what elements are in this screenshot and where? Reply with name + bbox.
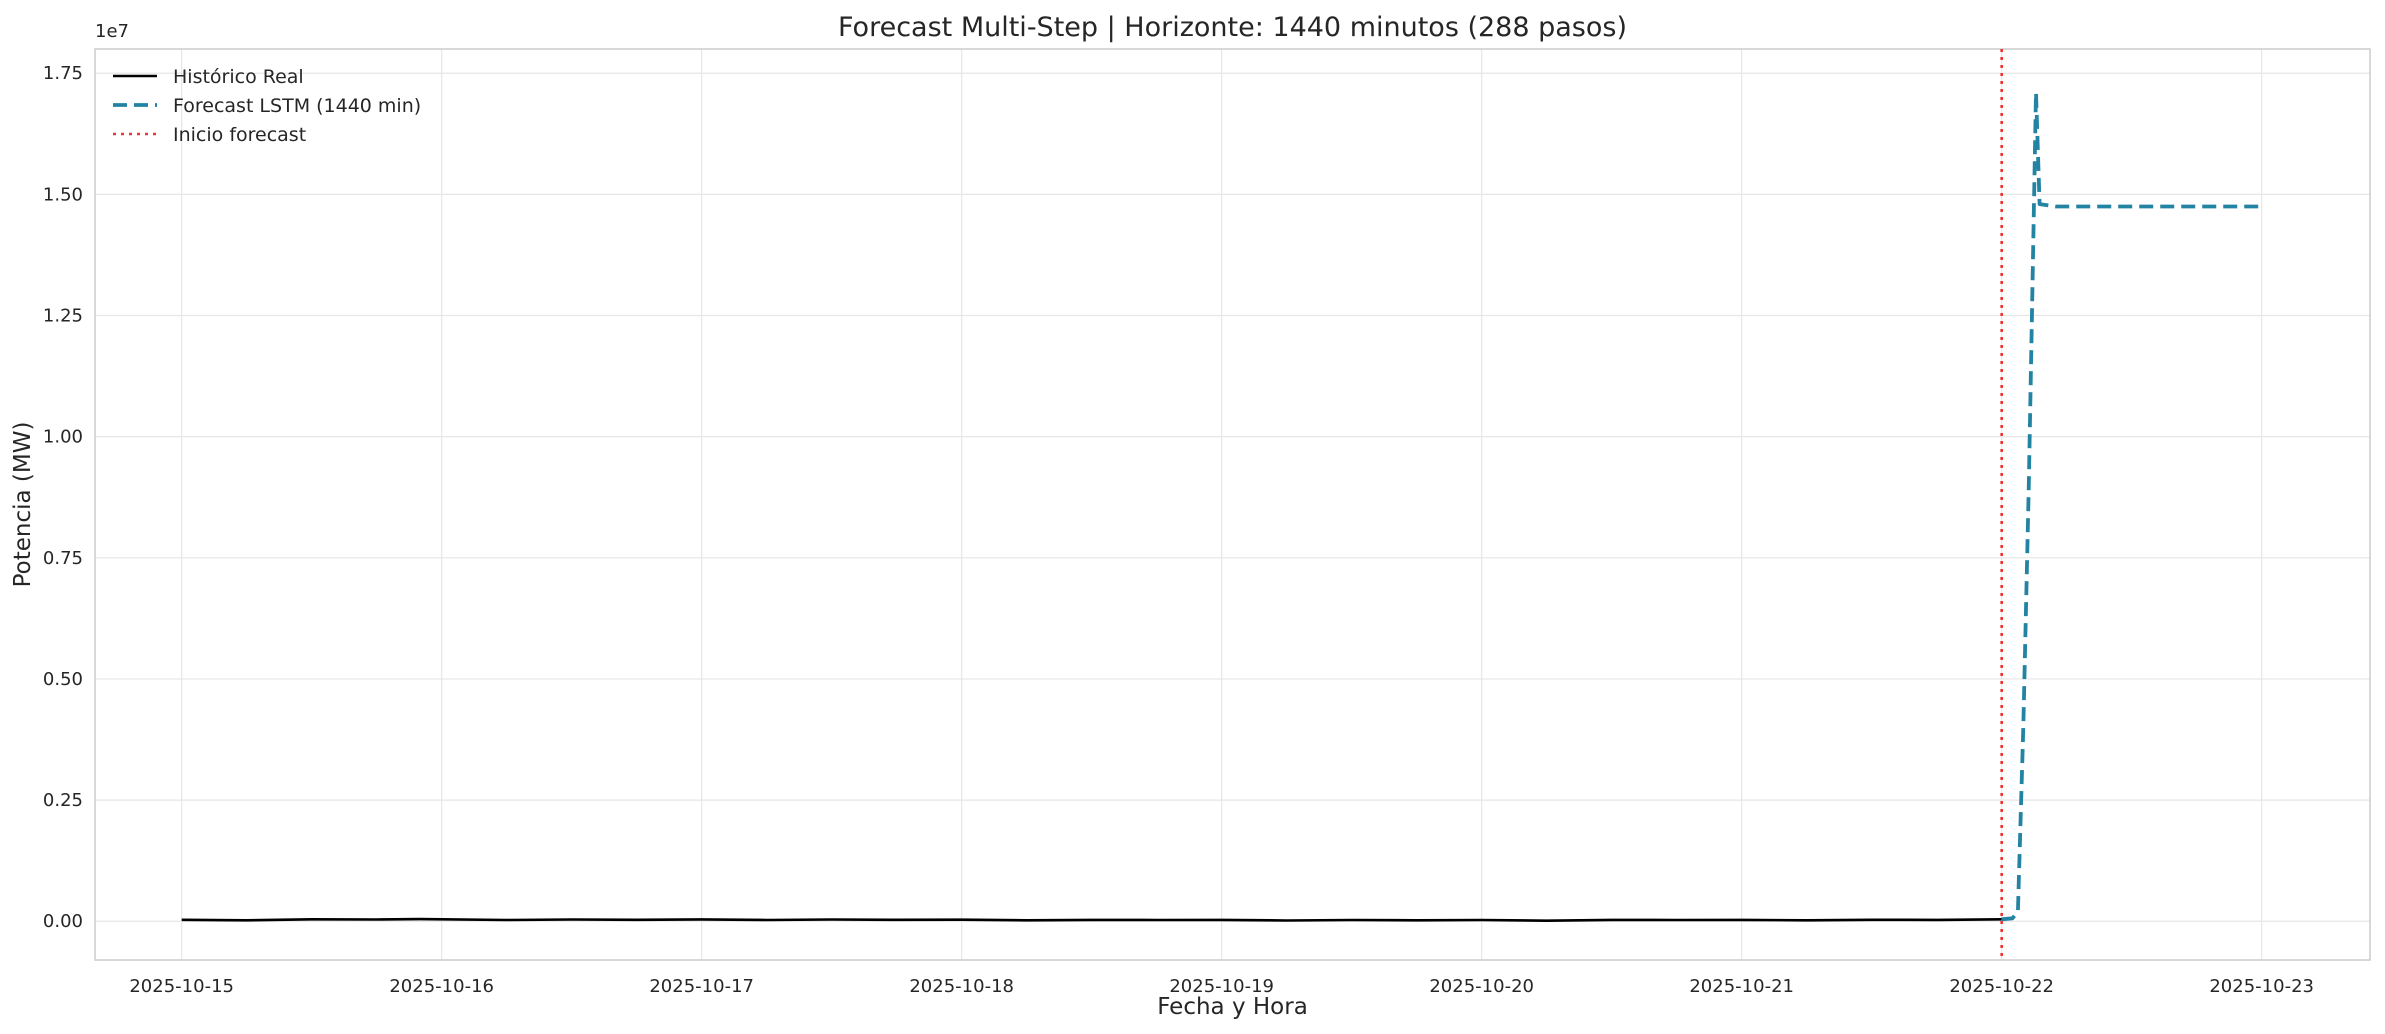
y-axis-title: Potencia (MW) (10, 422, 36, 588)
x-tick-label: 2025-10-15 (129, 976, 234, 997)
legend-label: Forecast LSTM (1440 min) (173, 95, 421, 117)
y-tick-label: 0.75 (43, 548, 83, 569)
y-tick-label: 1.00 (43, 427, 83, 448)
chart-title: Forecast Multi-Step | Horizonte: 1440 mi… (838, 12, 1627, 43)
x-tick-label: 2025-10-21 (1689, 976, 1794, 997)
y-offset-label: 1e7 (95, 21, 129, 42)
y-tick-label: 1.25 (43, 306, 83, 327)
x-tick-label: 2025-10-17 (649, 976, 754, 997)
x-tick-label: 2025-10-22 (1949, 976, 2054, 997)
y-tick-label: 1.50 (43, 184, 83, 205)
plot-frame (94, 48, 2371, 961)
y-tick-label: 0.50 (43, 669, 83, 690)
legend-label: Inicio forecast (173, 124, 306, 146)
series-line-0 (181, 917, 2002, 922)
series-line-1 (2001, 90, 2262, 922)
x-tick-label: 2025-10-16 (389, 976, 494, 997)
y-tick-label: 0.00 (43, 911, 83, 932)
x-axis-title: Fecha y Hora (1157, 994, 1308, 1020)
legend-label: Histórico Real (173, 66, 304, 88)
x-tick-label: 2025-10-18 (909, 976, 1014, 997)
y-tick-label: 1.75 (43, 63, 83, 84)
y-tick-label: 0.25 (43, 790, 83, 811)
x-tick-label: 2025-10-19 (1169, 976, 1274, 997)
x-tick-label: 2025-10-20 (1429, 976, 1534, 997)
plot-area (95, 49, 2370, 960)
x-tick-label: 2025-10-23 (2209, 976, 2314, 997)
